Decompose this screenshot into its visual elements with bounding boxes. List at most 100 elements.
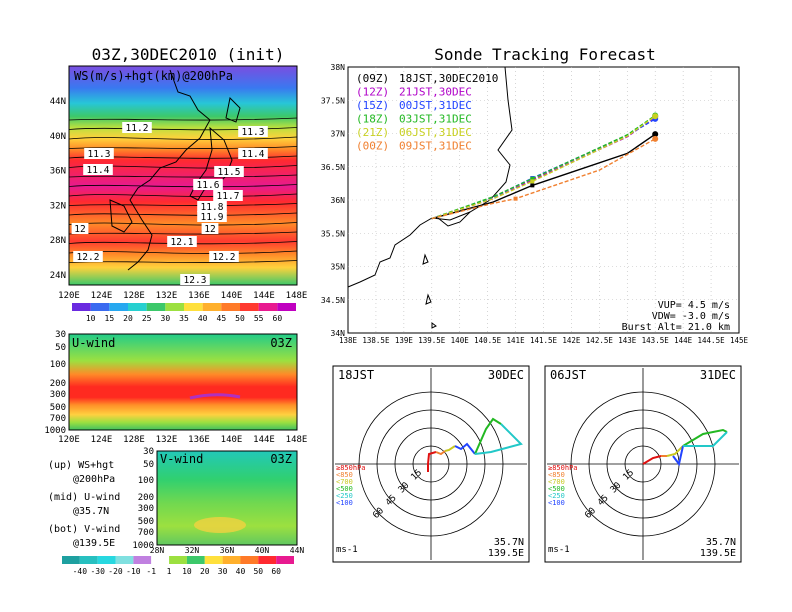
tracking-legend-code: (09Z) [356,72,389,85]
coastline [127,69,211,271]
hodograph-legend-item: ≥850hPa [336,464,366,472]
tracking-tracks [431,112,659,220]
v-colorbar-swatch [258,556,277,564]
note-bot-line1: (bot) V-wind [48,524,120,535]
height-contour [68,241,298,245]
ws-lon-tick: 144E [253,291,275,301]
height-contour [68,193,298,197]
tracking-legend-code: (18Z) [356,113,389,126]
v-colorbar-swatch [62,556,80,564]
ws-lat-tick: 44N [50,97,66,107]
hodograph-legend-item: <700 [336,478,353,486]
height-label-box [238,126,268,137]
hodo-right-lon: 139.5E [700,548,736,559]
u-wind-label: U-wind [72,336,115,350]
tracking-lon-tick: 138.5E [362,336,390,345]
hodo-right-date: 31DEC [700,368,736,382]
tracking-lon-tick: 144.5E [698,336,726,345]
u-pressure-tick: 700 [50,414,66,424]
track-end-marker [652,131,659,138]
v-colorbar-label: -40 [73,567,88,576]
height-label: 12 [204,224,215,235]
hodo-right-unit: ms-1 [548,545,570,555]
height-label: 11.4 [87,165,110,176]
v-colorbar-label: -20 [108,567,123,576]
v-colorbar-swatch [222,556,241,564]
hodograph-legend-item: <500 [548,485,565,493]
height-label-box [84,148,114,159]
tracking-legend-time: 00JST,31DEC [399,99,472,112]
ws-colorbar-label: 40 [198,314,208,323]
tracking-legend: (09Z) 18JST,30DEC2010 (12Z) 21JST,30DEC (15Z… [356,72,498,153]
v-lat-tick: 40N [255,546,270,555]
u-pressure-tick: 300 [50,390,66,400]
hodo-left-unit: ms-1 [336,545,358,555]
tracking-lat-ticks: 38N 37.5N 37N 36.5N 36N 35.5N 35N 34.5N 34N [321,63,345,338]
u-pressure-tick: 100 [50,360,66,370]
v-pressure-tick: 200 [138,493,154,503]
ws-colorbar-label: 60 [273,314,283,323]
tracking-lon-tick: 141E [507,336,526,345]
hokkaido-coastline [225,96,241,123]
ws-colorbar-label: 15 [105,314,115,323]
height-label-box [197,211,227,222]
ws-colorbar-label: 30 [161,314,171,323]
ws-colorbar-label: 35 [179,314,189,323]
taiwan-coastline [109,199,133,233]
ws-colorbar-swatch [146,303,166,311]
tracking-lon-tick: 139E [395,336,414,345]
honshu-coastline [347,66,513,288]
tokyo-bay-coastline [437,211,471,227]
ws-lon-tick: 148E [286,291,308,301]
v-wind-max-area [194,517,246,533]
u-lon-tick: 124E [91,435,113,445]
v-colorbar-label: 1 [167,567,172,576]
v-wind-time: 03Z [270,452,292,466]
ws-colorbar-swatch [165,303,184,311]
height-label: 11.4 [242,149,265,160]
v-pressure-tick: 100 [138,476,154,486]
track-mid-marker [530,183,535,188]
note-bot-line2: @139.5E [73,538,115,549]
v-lat-ticks: 28N 32N 36N 40N 44N [150,546,305,555]
tracking-lon-tick: 138E [339,336,358,345]
tracking-legend-time: 18JST,30DEC2010 [399,72,498,85]
tracking-legend-code: (21Z) [356,126,389,139]
u-lon-tick: 120E [58,435,80,445]
height-label: 12.3 [184,275,207,286]
height-label-box [83,164,113,175]
height-contour [68,174,298,178]
hodo-left-lat: 35.7N [494,537,524,548]
japan-coastline [189,126,233,201]
track-mid-marker [530,179,535,184]
track-mid-marker [513,196,518,201]
tracking-legend-time: 03JST,31DEC [399,113,472,126]
hodo-right-lat: 35.7N [706,537,736,548]
hodo-right-time: 06JST [550,368,586,382]
v-colorbar-swatch [169,556,187,564]
v-colorbar-label: -1 [146,567,156,576]
ws-lon-tick: 120E [58,291,80,301]
height-label: 11.5 [218,167,241,178]
height-label: 12.2 [213,252,236,263]
hodograph-legend-item: <250 [336,492,353,500]
tracking-lon-tick: 139.5E [418,336,446,345]
hodo-left-date: 30DEC [488,368,524,382]
burst-text: Burst Alt= 21.0 km [622,322,730,333]
hodograph-left: 18JST 30DEC 35.7N 139.5E ms-1 15304560≥8… [332,365,530,563]
ws-colorbar-swatch [128,303,147,311]
height-label-box [193,179,223,190]
ws-colorbar-swatch [240,303,259,311]
height-label: 11.6 [197,180,220,191]
v-pressure-tick: 30 [143,447,154,457]
hodograph-right: 06JST 31DEC 35.7N 139.5E ms-1 15304560≥8… [544,365,742,563]
u-lon-tick: 144E [253,435,275,445]
ws-colorbar-swatch [90,303,110,311]
ws-lon-tick: 128E [123,291,145,301]
hodo-left-lon: 139.5E [488,548,524,559]
ws-map-label: WS(m/s)+hgt(km)@200hPa [74,69,233,83]
u-lon-tick: 132E [156,435,178,445]
v-colorbar-label: 50 [253,567,263,576]
